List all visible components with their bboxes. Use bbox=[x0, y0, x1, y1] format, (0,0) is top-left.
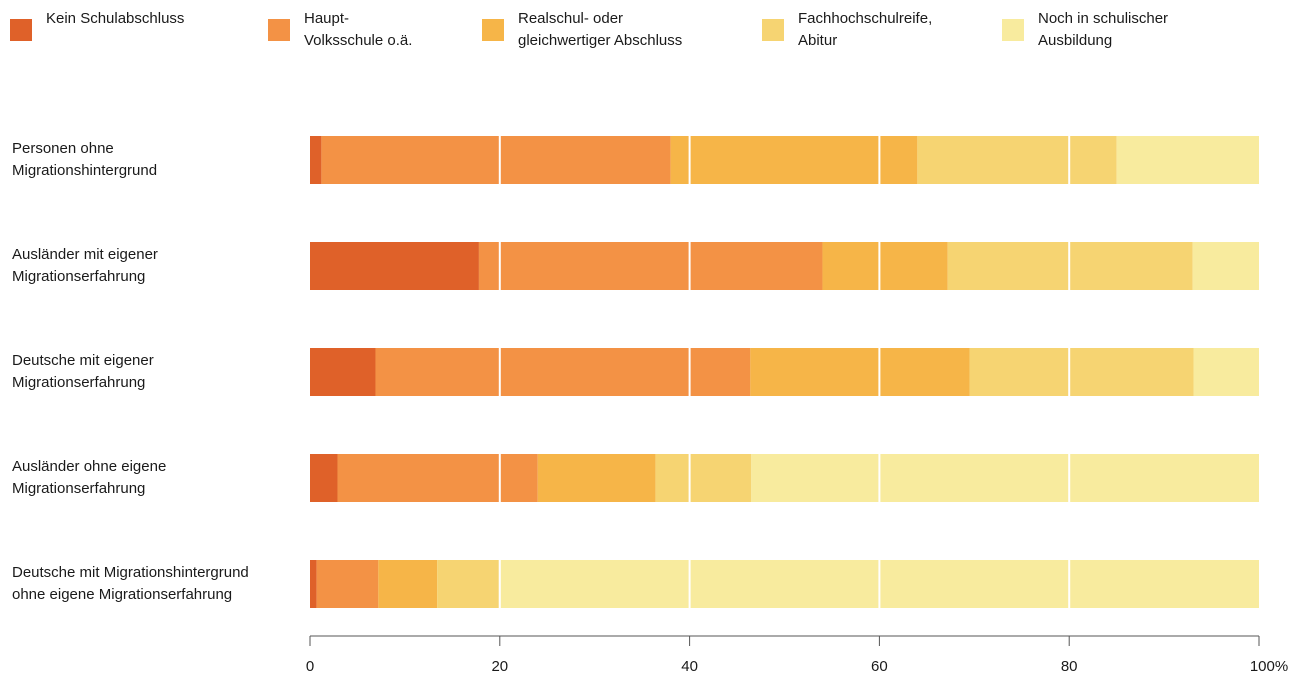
bar-segment bbox=[478, 242, 823, 290]
bar-segment bbox=[1193, 348, 1259, 396]
bar-segment bbox=[337, 454, 538, 502]
bar-segment bbox=[437, 560, 499, 608]
category-label: Ausländer mit eigener Migrationserfahrun… bbox=[12, 246, 158, 285]
bar-segment bbox=[917, 136, 1117, 184]
legend-swatch bbox=[1002, 19, 1024, 41]
bar-segment bbox=[375, 348, 751, 396]
legend-swatch bbox=[482, 19, 504, 41]
bar-segment bbox=[670, 136, 918, 184]
legend-label: Kein Schulabschluss bbox=[46, 10, 185, 27]
x-tick-label: 60 bbox=[871, 658, 888, 675]
bar-segment bbox=[316, 560, 379, 608]
x-tick-label: 0 bbox=[306, 658, 314, 675]
legend-item: Realschul- oder gleichwertiger Abschluss bbox=[482, 8, 682, 52]
bar-segment bbox=[655, 454, 752, 502]
legend-swatch bbox=[268, 19, 290, 41]
bar-segment bbox=[537, 454, 656, 502]
legend-swatch bbox=[762, 19, 784, 41]
category-label: Deutsche mit eigener Migrationserfahrung bbox=[12, 352, 154, 391]
bar-segment bbox=[310, 136, 322, 184]
bar-segment bbox=[822, 242, 948, 290]
legend-label: Realschul- oder gleichwertiger Abschluss bbox=[518, 10, 683, 49]
x-tick-label: 20 bbox=[491, 658, 508, 675]
legend-item: Haupt- Volksschule o.ä. bbox=[268, 8, 412, 52]
legend-item: Noch in schulischer Ausbildung bbox=[1002, 8, 1168, 52]
bar-segment bbox=[310, 242, 479, 290]
x-tick-label: 100% bbox=[1250, 658, 1288, 675]
category-label: Personen ohne Migrationshintergrund bbox=[12, 140, 158, 179]
bar-segment bbox=[969, 348, 1194, 396]
bar-segment bbox=[310, 348, 376, 396]
legend: Kein Schulabschluss Haupt- Volksschule o.… bbox=[10, 8, 1307, 68]
bar-segment bbox=[1116, 136, 1259, 184]
bar-segment bbox=[1192, 242, 1259, 290]
legend-label: Haupt- Volksschule o.ä. bbox=[304, 10, 413, 49]
bar-segment bbox=[751, 454, 1259, 502]
legend-label: Fachhochschulreife, Abitur bbox=[798, 10, 933, 49]
bar-segment bbox=[750, 348, 970, 396]
x-tick-label: 80 bbox=[1061, 658, 1078, 675]
x-tick-label: 40 bbox=[681, 658, 698, 675]
bar-segment bbox=[321, 136, 671, 184]
bar-segment bbox=[378, 560, 438, 608]
category-label: Deutsche mit Migrationshintergrund ohne … bbox=[12, 564, 249, 603]
category-label: Ausländer ohne eigene Migrationserfahrun… bbox=[12, 458, 167, 497]
bar-segment bbox=[310, 560, 317, 608]
legend-item: Kein Schulabschluss bbox=[10, 8, 184, 41]
legend-item: Fachhochschulreife, Abitur bbox=[762, 8, 932, 52]
bar-segment bbox=[310, 454, 338, 502]
legend-label: Noch in schulischer Ausbildung bbox=[1038, 10, 1169, 49]
legend-swatch bbox=[10, 19, 32, 41]
